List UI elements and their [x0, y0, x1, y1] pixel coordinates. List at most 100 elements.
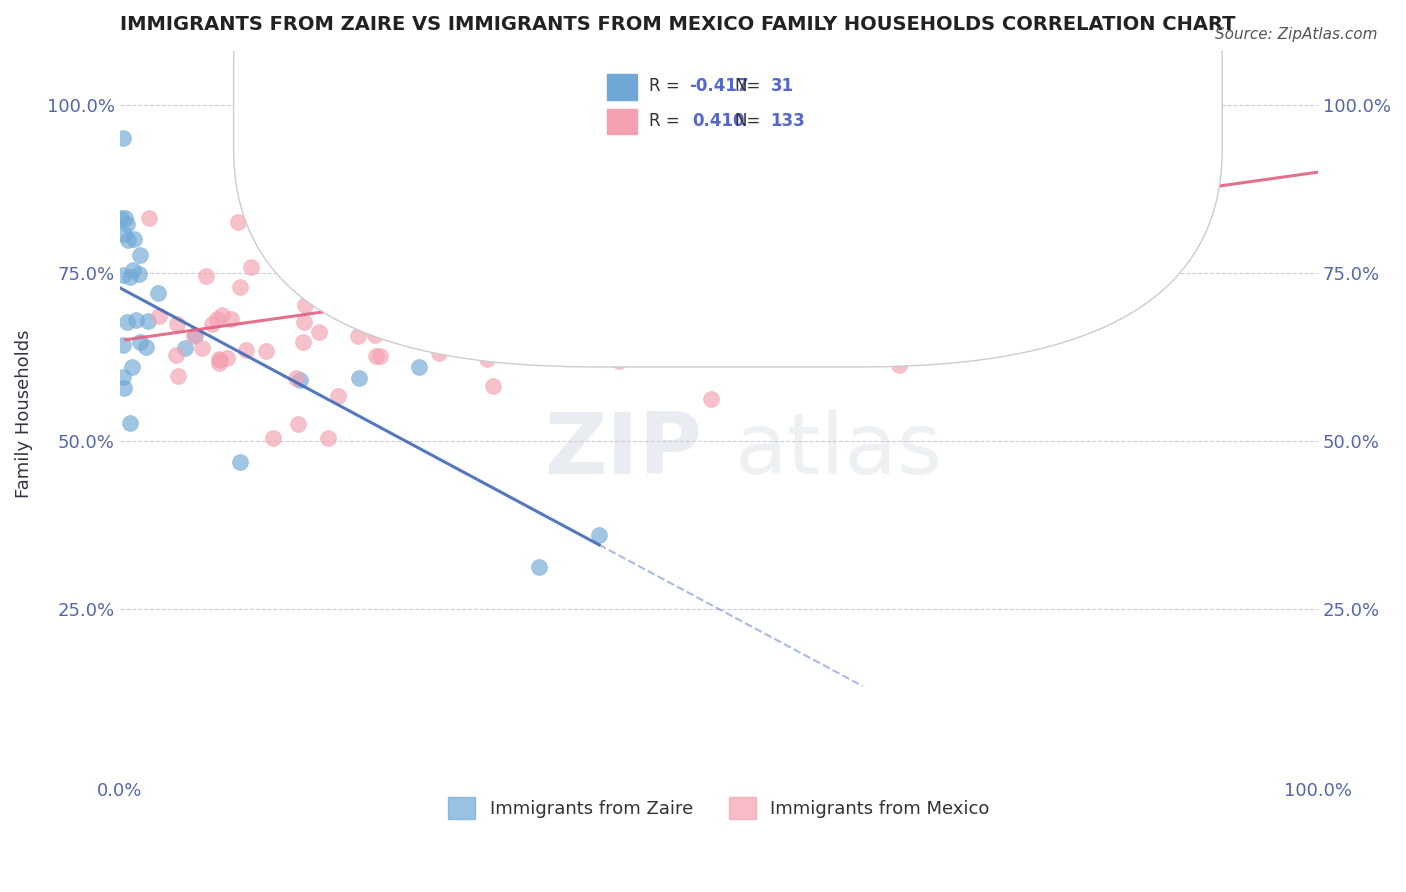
Point — [166, 317, 188, 331]
Point — [685, 263, 707, 277]
Point — [121, 359, 143, 374]
Text: -0.417: -0.417 — [689, 78, 748, 95]
Point — [411, 323, 433, 337]
Point — [368, 258, 391, 272]
Point — [600, 317, 623, 331]
Point — [759, 234, 782, 248]
Point — [702, 250, 724, 264]
Point — [117, 233, 139, 247]
Point — [489, 202, 512, 216]
Point — [607, 353, 630, 368]
Point — [357, 182, 380, 196]
Point — [548, 267, 571, 281]
Point — [977, 220, 1000, 235]
Point — [924, 321, 946, 335]
Point — [394, 273, 416, 287]
Point — [148, 286, 170, 301]
Point — [128, 267, 150, 281]
Point — [228, 455, 250, 469]
Point — [173, 342, 195, 356]
Point — [606, 260, 628, 274]
Point — [509, 282, 531, 296]
Point — [138, 211, 160, 225]
Point — [288, 373, 311, 387]
Point — [209, 353, 232, 368]
Point — [588, 528, 610, 542]
Point — [931, 227, 953, 241]
Point — [768, 235, 790, 249]
Point — [183, 329, 205, 343]
Point — [658, 164, 681, 178]
Text: 0.410: 0.410 — [693, 112, 745, 130]
Point — [554, 314, 576, 328]
Point — [699, 261, 721, 276]
Point — [510, 264, 533, 278]
Point — [208, 352, 231, 367]
Point — [184, 327, 207, 342]
Point — [292, 315, 315, 329]
Point — [651, 273, 673, 287]
Point — [308, 325, 330, 339]
Point — [453, 242, 475, 256]
Point — [165, 348, 187, 362]
Point — [517, 146, 540, 161]
Point — [195, 269, 218, 284]
Point — [887, 229, 910, 244]
Point — [558, 245, 581, 260]
Point — [329, 248, 352, 262]
Point — [628, 215, 651, 229]
Point — [262, 430, 284, 444]
Bar — [607, 109, 637, 135]
Point — [118, 270, 141, 285]
Point — [115, 315, 138, 329]
Point — [699, 392, 721, 407]
Text: Source: ZipAtlas.com: Source: ZipAtlas.com — [1215, 27, 1378, 42]
Point — [360, 294, 382, 309]
Point — [364, 328, 387, 343]
Point — [418, 309, 440, 323]
Point — [112, 337, 135, 351]
Point — [110, 211, 132, 225]
Point — [551, 233, 574, 247]
Point — [841, 261, 863, 276]
Point — [824, 255, 846, 269]
Point — [702, 259, 724, 273]
Point — [207, 312, 229, 326]
Point — [470, 327, 492, 342]
Point — [661, 268, 683, 282]
Point — [461, 265, 484, 279]
Point — [463, 186, 485, 200]
Point — [824, 227, 846, 242]
Point — [475, 351, 498, 366]
Point — [114, 211, 136, 225]
Text: N=: N= — [734, 78, 761, 95]
Point — [981, 276, 1004, 290]
Point — [614, 179, 637, 194]
Point — [191, 341, 214, 355]
Point — [887, 358, 910, 372]
Point — [326, 389, 349, 403]
Point — [600, 270, 623, 285]
Point — [115, 217, 138, 231]
Point — [384, 326, 406, 340]
Point — [515, 339, 537, 353]
Point — [436, 316, 458, 330]
Point — [239, 260, 262, 274]
Point — [631, 254, 654, 268]
Point — [740, 300, 762, 314]
Point — [112, 381, 135, 395]
Point — [361, 291, 384, 305]
Point — [568, 196, 591, 211]
Point — [544, 267, 567, 281]
Point — [440, 250, 463, 264]
Text: 133: 133 — [770, 112, 806, 130]
Point — [672, 333, 695, 347]
Text: 31: 31 — [770, 78, 793, 95]
Point — [129, 334, 152, 349]
Point — [713, 145, 735, 160]
Y-axis label: Family Households: Family Households — [15, 330, 32, 499]
Point — [427, 345, 450, 359]
Point — [118, 416, 141, 430]
Text: R =: R = — [650, 78, 686, 95]
Point — [506, 244, 529, 259]
